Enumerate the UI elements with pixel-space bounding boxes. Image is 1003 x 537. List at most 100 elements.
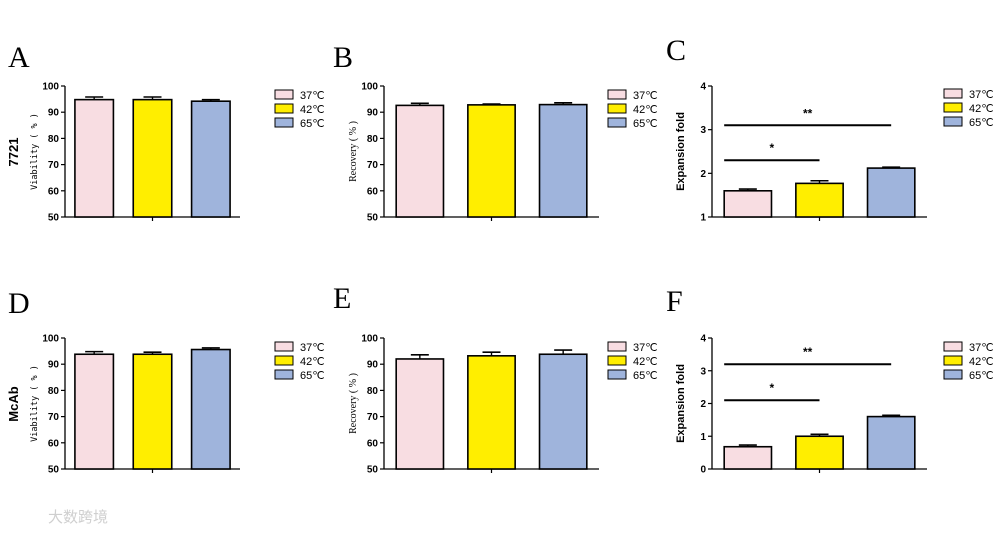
legend-label: 65℃ xyxy=(300,370,325,382)
y-axis-label: Recovery ( % ) xyxy=(348,121,359,182)
legend-swatch xyxy=(943,102,963,113)
y-tick-label: 80 xyxy=(48,386,60,397)
y-tick-label: 100 xyxy=(42,82,59,93)
legend-swatch xyxy=(943,88,963,99)
panel-letter: E xyxy=(333,282,351,315)
legend-swatch xyxy=(943,369,963,380)
watermark-text: 大数跨境 xyxy=(48,508,108,526)
legend-label: 65℃ xyxy=(633,370,658,382)
legend-swatch xyxy=(274,341,294,352)
bar-65c xyxy=(866,415,916,470)
y-tick-label: 70 xyxy=(48,160,60,171)
y-tick-label: 80 xyxy=(367,386,379,397)
y-tick-label: 70 xyxy=(367,160,379,171)
bar-65c xyxy=(866,167,916,218)
legend-swatch xyxy=(274,89,294,100)
y-axis-label: Viability ( % ) xyxy=(30,113,40,190)
y-tick-label: 2 xyxy=(700,169,706,180)
y-tick-label: 4 xyxy=(700,82,706,93)
y-tick-label: 0 xyxy=(700,465,706,476)
legend-swatch xyxy=(943,341,963,352)
bar-37c xyxy=(723,190,773,218)
y-tick-label: 60 xyxy=(48,438,60,449)
panel-letter: C xyxy=(666,34,686,67)
significance-marker: ** xyxy=(803,106,813,120)
y-tick-label: 3 xyxy=(700,125,706,136)
significance-marker: ** xyxy=(803,345,813,359)
y-tick-label: 3 xyxy=(700,366,706,377)
chart-panel-e: E 50 60 70 80 90 100 Recovery ( % ) 37℃ 42℃ 65℃ xyxy=(333,282,658,476)
legend-label: 37℃ xyxy=(300,342,325,354)
legend-label: 42℃ xyxy=(633,356,658,368)
legend-swatch xyxy=(607,89,627,100)
bar-37c xyxy=(74,98,115,218)
panel-letter: B xyxy=(333,41,353,74)
bar-65c xyxy=(538,353,588,470)
y-tick-label: 90 xyxy=(367,108,379,119)
y-tick-label: 80 xyxy=(48,134,60,145)
y-tick-label: 70 xyxy=(48,412,60,423)
legend-label: 42℃ xyxy=(969,103,994,115)
y-axis-label: Recovery ( % ) xyxy=(348,373,359,434)
panel-letter: D xyxy=(8,287,30,320)
y-tick-label: 50 xyxy=(367,213,379,224)
legend-swatch xyxy=(607,341,627,352)
panel-letter: A xyxy=(8,41,30,74)
y-axis-label: Expansion fold xyxy=(675,112,687,191)
chart-panel-b: B 50 60 70 80 90 100 Recovery ( % ) 37℃ 42℃ 65℃ xyxy=(333,41,658,224)
legend-swatch xyxy=(274,369,294,380)
y-tick-label: 80 xyxy=(367,134,379,145)
row-label-mcab: McAb xyxy=(6,386,21,421)
y-tick-label: 100 xyxy=(42,334,59,345)
legend-label: 37℃ xyxy=(300,90,325,102)
legend-swatch xyxy=(607,355,627,366)
y-axis-label: Expansion fold xyxy=(675,364,687,443)
legend-label: 42℃ xyxy=(633,104,658,116)
significance-marker: * xyxy=(770,381,775,395)
y-tick-label: 100 xyxy=(361,82,378,93)
y-tick-label: 100 xyxy=(361,334,378,345)
y-tick-label: 90 xyxy=(48,360,60,371)
legend-label: 37℃ xyxy=(633,342,658,354)
y-tick-label: 1 xyxy=(700,432,706,443)
y-tick-label: 60 xyxy=(48,186,60,197)
legend-swatch xyxy=(274,355,294,366)
bar-37c xyxy=(395,358,445,470)
legend-swatch xyxy=(607,369,627,380)
legend-label: 42℃ xyxy=(300,104,325,116)
y-tick-label: 2 xyxy=(700,399,706,410)
legend-label: 65℃ xyxy=(300,118,325,130)
chart-panel-d: D 50 60 70 80 90 100 Viability ( % ) 37℃ 42℃ 65℃ xyxy=(8,287,325,476)
y-tick-label: 90 xyxy=(367,360,379,371)
bar-42c xyxy=(467,104,516,218)
legend-label: 37℃ xyxy=(969,89,994,101)
panel-letter: F xyxy=(666,285,683,318)
bar-42c xyxy=(795,435,844,470)
legend-label: 37℃ xyxy=(633,90,658,102)
legend-swatch xyxy=(607,103,627,114)
y-tick-label: 60 xyxy=(367,438,379,449)
y-tick-label: 50 xyxy=(48,465,60,476)
legend-label: 37℃ xyxy=(969,342,994,354)
y-tick-label: 90 xyxy=(48,108,60,119)
legend-label: 42℃ xyxy=(300,356,325,368)
y-tick-label: 70 xyxy=(367,412,379,423)
bar-65c xyxy=(538,103,588,218)
legend-swatch xyxy=(607,117,627,128)
bar-37c xyxy=(74,353,115,470)
significance-marker: * xyxy=(770,141,775,155)
legend-label: 42℃ xyxy=(969,356,994,368)
y-tick-label: 4 xyxy=(700,334,706,345)
legend-label: 65℃ xyxy=(633,118,658,130)
legend-swatch xyxy=(274,103,294,114)
bar-42c xyxy=(467,355,516,470)
legend-swatch xyxy=(943,355,963,366)
legend-swatch xyxy=(274,117,294,128)
bar-42c xyxy=(132,353,173,470)
y-tick-label: 1 xyxy=(700,213,706,224)
bar-42c xyxy=(795,182,844,218)
bar-65c xyxy=(190,348,231,470)
legend-label: 65℃ xyxy=(969,370,994,382)
